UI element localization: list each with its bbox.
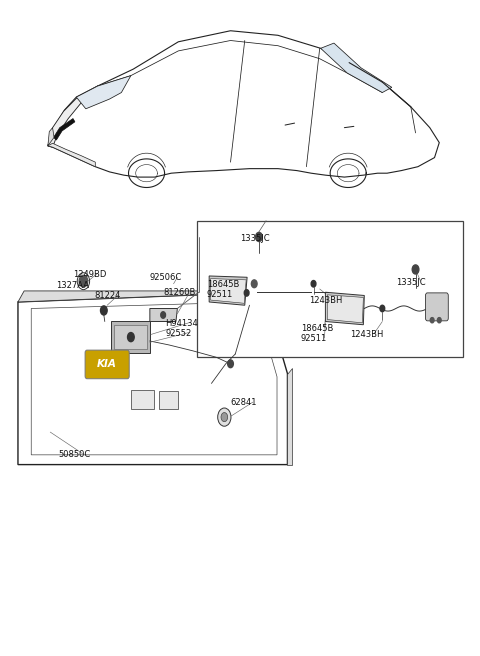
- Polygon shape: [76, 75, 131, 109]
- Polygon shape: [211, 279, 246, 303]
- Polygon shape: [288, 368, 292, 464]
- Circle shape: [256, 232, 262, 241]
- Text: 81260B: 81260B: [163, 289, 195, 297]
- Text: 62841: 62841: [230, 398, 257, 407]
- FancyBboxPatch shape: [131, 390, 154, 409]
- FancyBboxPatch shape: [159, 391, 179, 409]
- Polygon shape: [48, 143, 96, 167]
- Circle shape: [100, 306, 107, 315]
- Circle shape: [128, 333, 134, 342]
- Text: 18645B: 18645B: [207, 280, 239, 289]
- Circle shape: [437, 318, 441, 323]
- Circle shape: [79, 276, 88, 287]
- Circle shape: [412, 265, 419, 274]
- FancyBboxPatch shape: [85, 350, 129, 379]
- Polygon shape: [325, 292, 364, 325]
- Text: H94134: H94134: [165, 319, 198, 328]
- Polygon shape: [150, 308, 178, 321]
- Polygon shape: [18, 292, 288, 464]
- Text: 92511: 92511: [301, 334, 327, 343]
- Circle shape: [161, 312, 166, 318]
- Text: 1243BH: 1243BH: [350, 330, 384, 339]
- Circle shape: [228, 360, 233, 367]
- Polygon shape: [48, 128, 54, 146]
- Polygon shape: [209, 276, 247, 305]
- Circle shape: [430, 318, 434, 323]
- Text: 1249BD: 1249BD: [73, 270, 107, 279]
- Text: 1327AA: 1327AA: [56, 281, 89, 289]
- Circle shape: [252, 280, 257, 288]
- Text: KIA: KIA: [97, 359, 117, 369]
- Text: 92511: 92511: [207, 290, 233, 298]
- Text: 50850C: 50850C: [59, 449, 91, 459]
- Polygon shape: [48, 31, 439, 177]
- FancyBboxPatch shape: [425, 293, 448, 321]
- Polygon shape: [18, 291, 268, 302]
- Circle shape: [244, 289, 249, 296]
- Bar: [197, 220, 463, 358]
- Text: 1243BH: 1243BH: [309, 296, 342, 304]
- Polygon shape: [48, 86, 100, 147]
- Circle shape: [380, 305, 384, 312]
- Text: 81224: 81224: [95, 291, 121, 300]
- Text: 1335JC: 1335JC: [240, 234, 270, 243]
- Circle shape: [311, 281, 316, 287]
- Circle shape: [221, 413, 228, 422]
- Polygon shape: [114, 325, 146, 349]
- Polygon shape: [111, 321, 150, 353]
- Polygon shape: [54, 119, 75, 140]
- Text: 18645B: 18645B: [301, 324, 333, 333]
- Circle shape: [218, 408, 231, 426]
- Text: 92506C: 92506C: [150, 273, 182, 282]
- Text: 92552: 92552: [165, 329, 192, 338]
- Polygon shape: [327, 295, 363, 323]
- Polygon shape: [321, 43, 392, 92]
- Text: 1335JC: 1335JC: [396, 278, 426, 287]
